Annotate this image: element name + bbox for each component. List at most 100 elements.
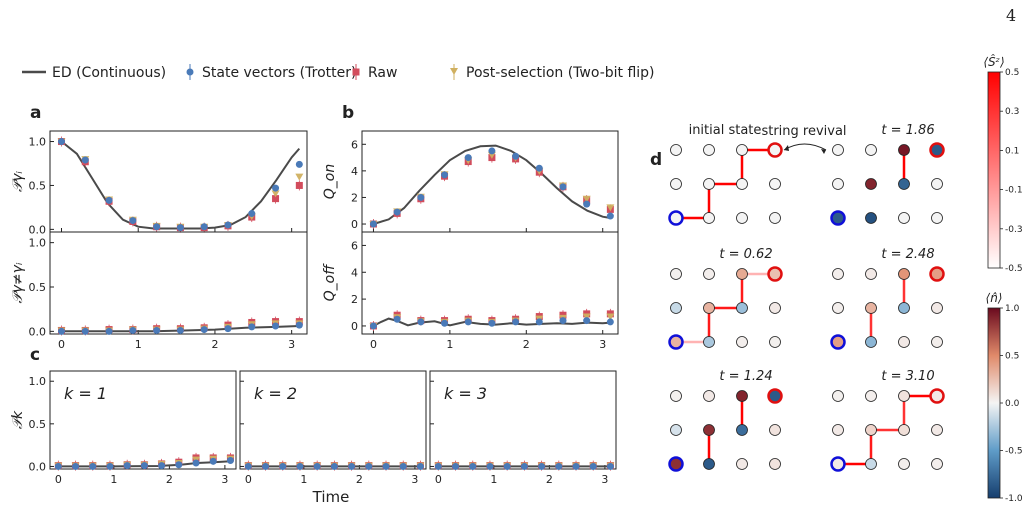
- boundary-charge-red: [929, 142, 945, 158]
- lattice-site: [769, 178, 781, 190]
- y-tick-label: 0.0: [29, 223, 47, 236]
- post-selection-marker: [582, 195, 591, 203]
- y-tick-label: 1.0: [29, 237, 47, 250]
- lattice-site: [832, 302, 844, 314]
- panel-label-a: a: [30, 103, 41, 123]
- lattice-site: [703, 268, 715, 280]
- x-tick-label: 3: [221, 473, 228, 486]
- lattice-site: [898, 458, 910, 470]
- lattice-site: [898, 212, 910, 224]
- panel-annotation: k = 2: [254, 384, 297, 403]
- lattice-site: [769, 302, 781, 314]
- state-vector-marker: [555, 462, 563, 470]
- colorbar-tick-label: 0.5: [1005, 68, 1019, 78]
- sz-colorbar: [987, 71, 1001, 269]
- state-vector-marker: [175, 461, 183, 469]
- lattice-site: [832, 144, 844, 156]
- y-tick-label: 6: [351, 239, 358, 252]
- state-vector-marker: [224, 325, 232, 333]
- snapshot-label: t = 3.10: [881, 369, 934, 384]
- snapshot-label: t = 2.48: [881, 247, 934, 262]
- legend-item: Raw: [352, 64, 397, 81]
- y-tick-label: 4: [351, 165, 358, 178]
- state-vector-marker: [365, 462, 373, 470]
- y-tick-label: 1.0: [29, 136, 47, 149]
- lattice-site: [931, 424, 943, 436]
- lattice-site: [736, 390, 748, 402]
- snapshot-label: t = 1.86: [881, 123, 934, 138]
- colorbar-tick-label: -1.0: [1005, 494, 1023, 504]
- lattice-site: [670, 144, 682, 156]
- lattice-site: [670, 424, 682, 436]
- plot-frame: [49, 130, 308, 233]
- state-vector-marker: [176, 326, 184, 334]
- state-vector-marker: [535, 164, 543, 172]
- lattice-site: [931, 458, 943, 470]
- state-vector-marker: [469, 462, 477, 470]
- legend-label: Raw: [368, 65, 397, 81]
- state-vector-marker: [200, 326, 208, 334]
- y-tick-label: 0.5: [29, 418, 47, 431]
- panel-annotation: k = 3: [444, 384, 487, 403]
- legend-item: State vectors (Trotter): [186, 64, 356, 81]
- state-vector-marker: [572, 462, 580, 470]
- lattice-site: [769, 458, 781, 470]
- boundary-charge-red: [767, 388, 783, 404]
- plot-b-bottom: 0 1 2 3 0 2 4 6 Q_off: [322, 231, 619, 351]
- lattice-site: [832, 424, 844, 436]
- x-axis-label: Time: [312, 488, 350, 506]
- snapshot: initial state: [668, 123, 783, 226]
- state-vector-marker: [158, 462, 166, 470]
- boundary-charge-blue: [830, 334, 846, 350]
- state-vector-marker: [81, 327, 89, 335]
- state-vector-marker: [503, 462, 511, 470]
- state-vector-marker: [72, 462, 80, 470]
- plot-a-top: 0.0 0.5 1.0 𝒫γᵢ: [10, 130, 308, 236]
- lattice-site: [931, 302, 943, 314]
- revival-arrowhead: [821, 149, 826, 154]
- lattice-site: [898, 178, 910, 190]
- y-axis-label: 𝒫k: [10, 410, 26, 429]
- x-tick-label: 1: [446, 338, 453, 351]
- x-tick-label: 1: [490, 473, 497, 486]
- y-tick-label: 6: [351, 138, 358, 151]
- lattice-site: [703, 458, 715, 470]
- lattice-site: [703, 390, 715, 402]
- x-tick-label: 2: [166, 473, 173, 486]
- lattice-site: [865, 178, 877, 190]
- state-vector-marker: [369, 322, 377, 330]
- lattice-site: [898, 424, 910, 436]
- boundary-charge-blue: [668, 456, 684, 472]
- snapshot: t = 2.48: [830, 247, 945, 350]
- y-axis-label: Q_on: [322, 164, 338, 199]
- y-tick-label: 0: [351, 218, 358, 231]
- state-vector-marker: [417, 318, 425, 326]
- state-vector-marker: [248, 210, 256, 218]
- lattice-site: [736, 302, 748, 314]
- x-tick-label: 1: [135, 338, 142, 351]
- lattice-site: [898, 144, 910, 156]
- lattice-site: [736, 212, 748, 224]
- lattice-site: [865, 212, 877, 224]
- n-colorbar: [987, 307, 1001, 499]
- lattice-site: [898, 336, 910, 348]
- x-tick-label: 1: [110, 473, 117, 486]
- state-vector-marker: [153, 223, 161, 231]
- state-vector-marker: [129, 326, 137, 334]
- page-number: 4: [1006, 6, 1017, 25]
- state-vector-marker: [106, 462, 114, 470]
- boundary-charge-red: [767, 142, 783, 158]
- lattice-site: [865, 424, 877, 436]
- state-vector-marker: [488, 319, 496, 327]
- state-vector-marker: [226, 456, 234, 464]
- state-vector-marker: [606, 318, 614, 326]
- raw-marker: [295, 181, 303, 189]
- revival-arrowhead: [784, 145, 789, 151]
- state-vector-marker: [89, 462, 97, 470]
- y-tick-label: 0.5: [29, 179, 47, 192]
- lattice-site: [865, 458, 877, 470]
- panel-label-c: c: [30, 345, 40, 365]
- snapshot: t = 1.86: [830, 123, 945, 226]
- y-tick-label: 1.0: [29, 375, 47, 388]
- lattice-site: [931, 336, 943, 348]
